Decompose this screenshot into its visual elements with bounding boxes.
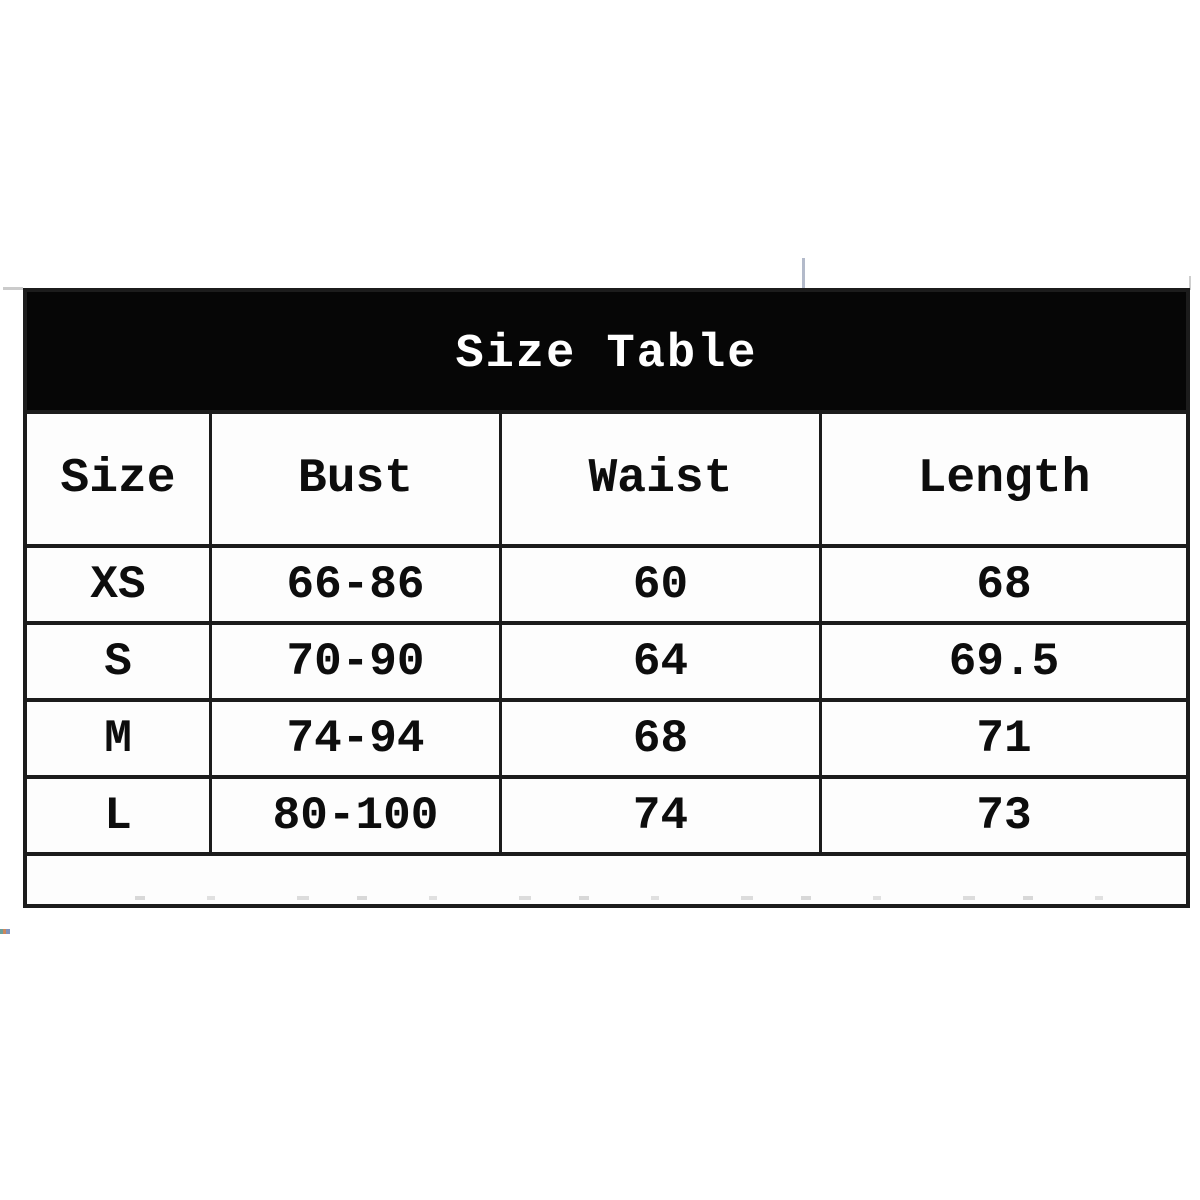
scan-artifact-dash-top-left [3,287,23,290]
cell-row2-size: M [27,698,209,775]
header-cell-size: Size [27,410,209,544]
cell-row1-size: S [27,621,209,698]
scan-artifact-vertical-line [802,258,805,290]
ghost-text-artifact [87,896,1146,900]
header-cell-waist: Waist [499,410,819,544]
cell-row1-length: 69.5 [819,621,1186,698]
cell-row2-bust: 74-94 [209,698,499,775]
size-table: Size Table Size Bust Waist Length XS 66-… [23,288,1190,908]
scan-artifact-dash-bottom-left [0,929,10,934]
size-table-title-bar: Size Table [27,292,1186,410]
cell-row3-bust: 80-100 [209,775,499,852]
cell-row0-length: 68 [819,544,1186,621]
cell-row2-waist: 68 [499,698,819,775]
cell-row0-size: XS [27,544,209,621]
cell-row1-waist: 64 [499,621,819,698]
size-table-grid: Size Bust Waist Length XS 66-86 60 68 S … [27,410,1186,904]
header-cell-length: Length [819,410,1186,544]
cell-row0-waist: 60 [499,544,819,621]
cell-row0-bust: 66-86 [209,544,499,621]
cell-row3-waist: 74 [499,775,819,852]
cell-row3-size: L [27,775,209,852]
cell-row3-length: 73 [819,775,1186,852]
cell-row1-bust: 70-90 [209,621,499,698]
scan-artifact-vertical-line-right [1189,276,1191,290]
header-cell-bust: Bust [209,410,499,544]
size-table-title: Size Table [455,327,758,381]
empty-footer-row [27,852,1186,904]
cell-row2-length: 71 [819,698,1186,775]
